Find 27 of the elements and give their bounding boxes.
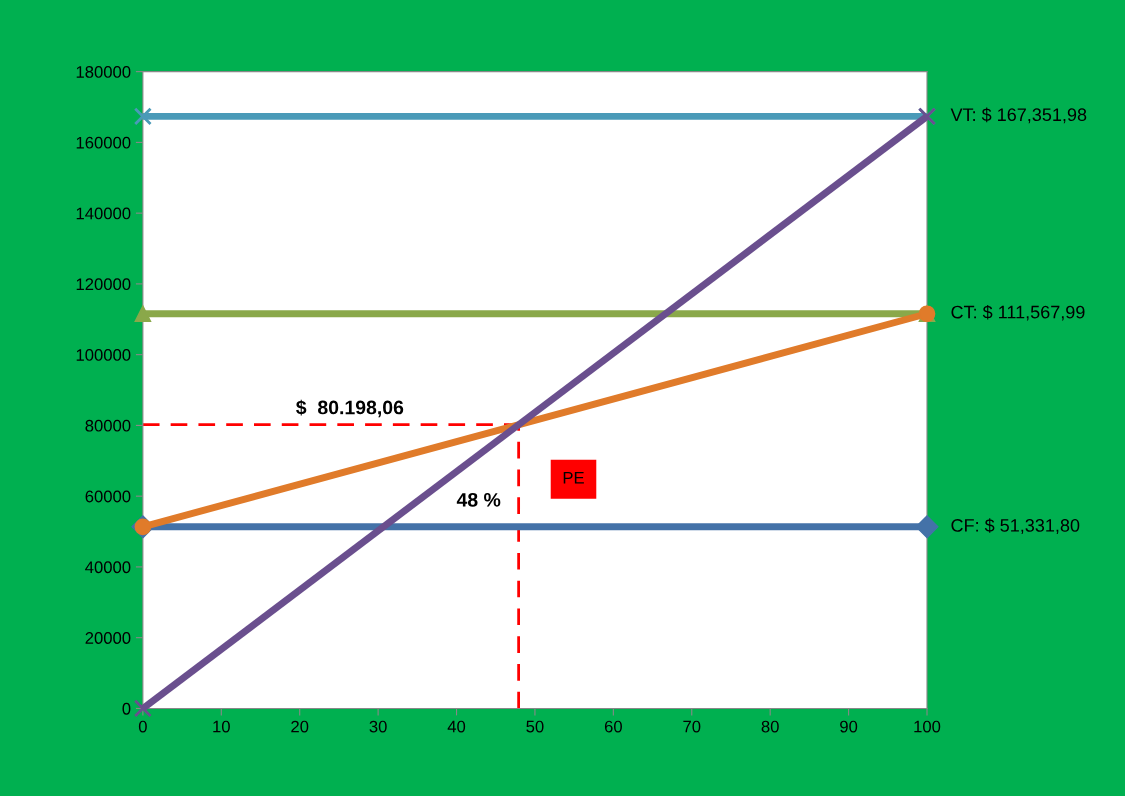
- y-tick-label: 180000: [76, 66, 131, 78]
- x-tick-label: 60: [604, 720, 622, 733]
- x-tick-label: 20: [291, 720, 309, 733]
- y-tick-label: 140000: [76, 207, 131, 220]
- y-tick-label: 80000: [85, 419, 131, 432]
- x-tick-label: 90: [840, 720, 858, 733]
- text: VT: $ 167,351,98: [950, 107, 1087, 124]
- text: CT: $ 111,567,99: [951, 304, 1085, 321]
- y-tick-label: 120000: [76, 278, 131, 291]
- annotation: PE: [563, 472, 584, 484]
- y-tick-label: 0: [122, 702, 131, 715]
- annotation: $ 80.198,06: [296, 399, 404, 418]
- x-tick-label: 50: [526, 720, 544, 733]
- x-tick-label: 10: [213, 720, 230, 733]
- y-tick-label: 160000: [76, 136, 131, 149]
- x-tick-label: 30: [369, 720, 387, 733]
- x-tick-label: 0: [138, 720, 147, 733]
- y-tick-label: 60000: [85, 490, 131, 503]
- y-tick-label: 40000: [85, 561, 131, 574]
- x-tick-label: 40: [447, 720, 466, 733]
- x-tick-label: 100: [914, 720, 941, 733]
- x-tick-label: 70: [683, 720, 701, 733]
- y-tick-label: 100000: [76, 349, 131, 361]
- text: CF: $ 51,331,80: [951, 518, 1080, 534]
- y-tick-label: 20000: [85, 632, 131, 644]
- annotation: 48 %: [456, 492, 501, 507]
- x-tick-label: 80: [761, 720, 779, 733]
